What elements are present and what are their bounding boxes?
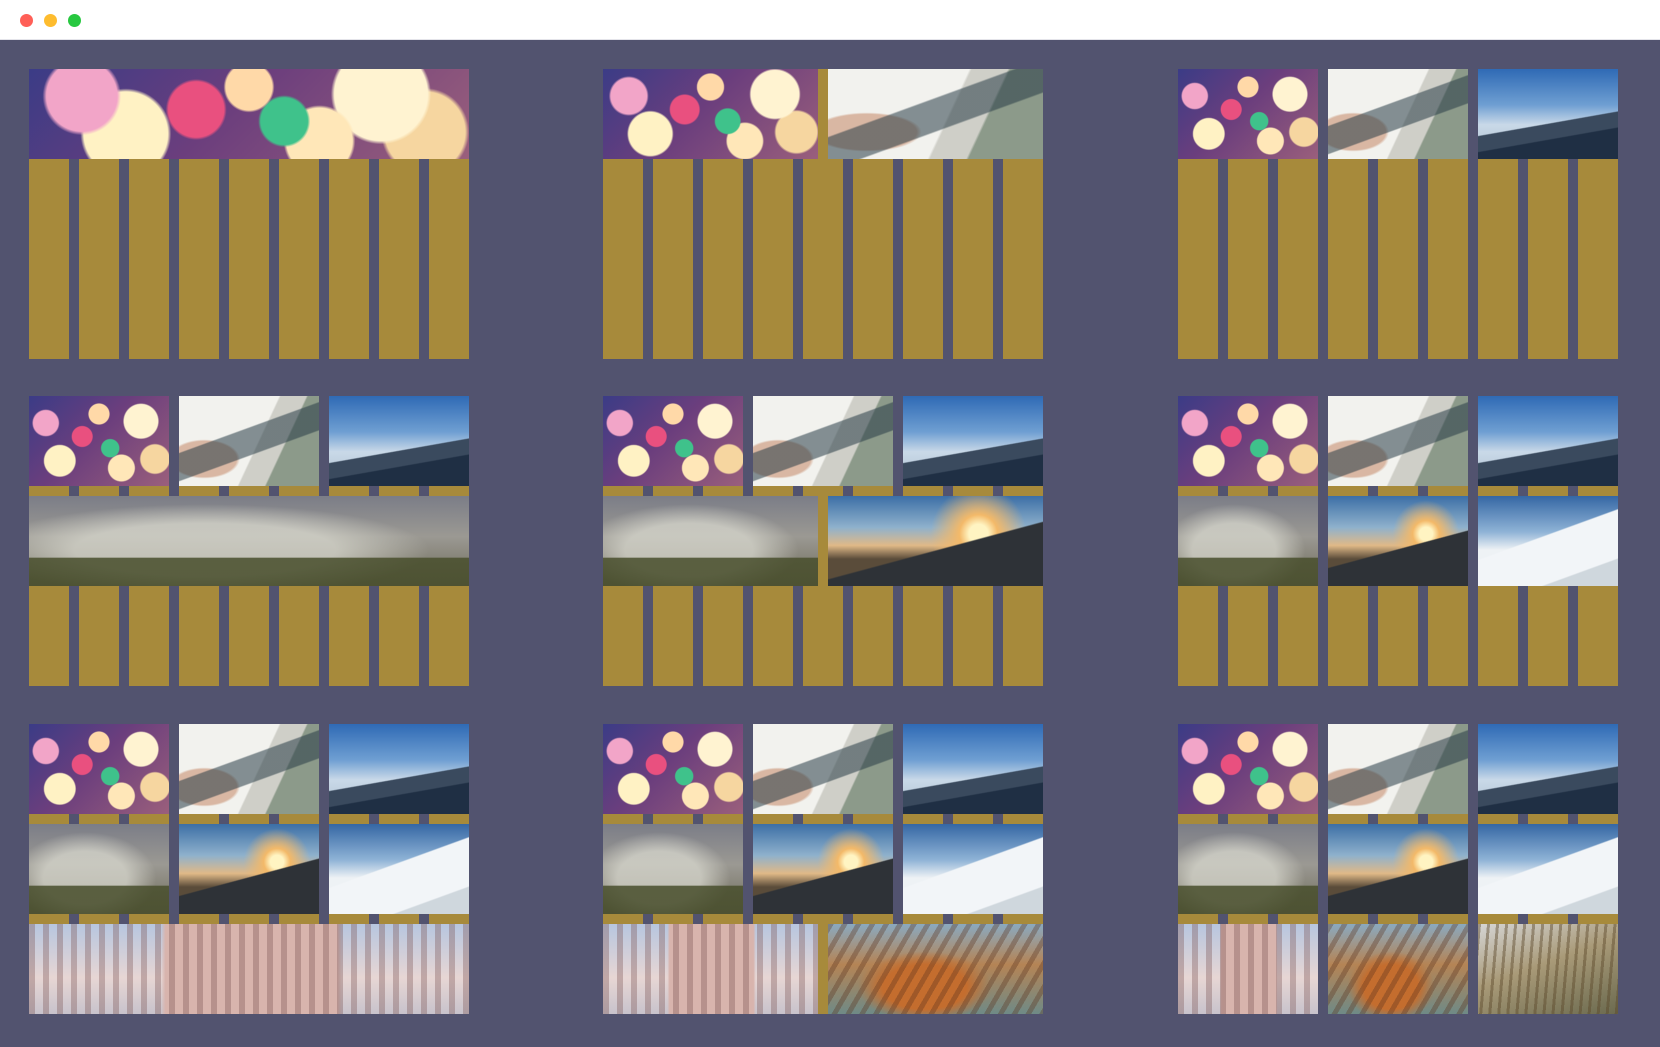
fog-photo-icon[interactable]: [1178, 824, 1318, 914]
window-titlebar: [0, 0, 1660, 40]
demo-panel: [29, 69, 469, 359]
mountain-photo-icon[interactable]: [329, 396, 469, 486]
car-photo-icon[interactable]: [753, 724, 893, 814]
boat-photo-icon[interactable]: [1328, 924, 1468, 1014]
boat-photo-icon[interactable]: [828, 924, 1043, 1014]
car-photo-icon[interactable]: [828, 69, 1043, 159]
bokeh-photo-icon[interactable]: [603, 396, 743, 486]
bokeh-photo-icon[interactable]: [29, 396, 169, 486]
demo-panel: [1178, 396, 1618, 686]
fog-photo-icon[interactable]: [1178, 496, 1318, 586]
road-photo-icon[interactable]: [828, 496, 1043, 586]
fog-photo-icon[interactable]: [29, 496, 469, 586]
gallery-demo-canvas: [0, 40, 1660, 1047]
bokeh-photo-icon[interactable]: [603, 724, 743, 814]
fog-photo-icon[interactable]: [603, 496, 818, 586]
bokeh-photo-icon[interactable]: [1178, 69, 1318, 159]
car-photo-icon[interactable]: [179, 724, 319, 814]
road-photo-icon[interactable]: [1328, 496, 1468, 586]
mountain-photo-icon[interactable]: [329, 724, 469, 814]
mountain-photo-icon[interactable]: [1478, 396, 1618, 486]
close-window-button[interactable]: [20, 14, 33, 27]
car-photo-icon[interactable]: [179, 396, 319, 486]
car-photo-icon[interactable]: [1328, 69, 1468, 159]
road-photo-icon[interactable]: [179, 824, 319, 914]
minimize-window-button[interactable]: [44, 14, 57, 27]
demo-panel: [29, 724, 469, 1014]
car-photo-icon[interactable]: [1328, 396, 1468, 486]
mountain-photo-icon[interactable]: [903, 724, 1043, 814]
bokeh-photo-icon[interactable]: [29, 69, 469, 159]
fog-photo-icon[interactable]: [603, 824, 743, 914]
mountain-photo-icon[interactable]: [1478, 724, 1618, 814]
maximize-window-button[interactable]: [68, 14, 81, 27]
forest-photo-icon[interactable]: [1478, 924, 1618, 1014]
snow-photo-icon[interactable]: [903, 824, 1043, 914]
road-photo-icon[interactable]: [753, 824, 893, 914]
mountain-photo-icon[interactable]: [1478, 69, 1618, 159]
tower-photo-icon[interactable]: [603, 924, 818, 1014]
mountain-photo-icon[interactable]: [903, 396, 1043, 486]
car-photo-icon[interactable]: [1328, 724, 1468, 814]
tower-photo-icon[interactable]: [29, 924, 469, 1014]
fog-photo-icon[interactable]: [29, 824, 169, 914]
bokeh-photo-icon[interactable]: [29, 724, 169, 814]
demo-panel: [603, 396, 1043, 686]
snow-photo-icon[interactable]: [1478, 496, 1618, 586]
demo-panel: [1178, 69, 1618, 359]
snow-photo-icon[interactable]: [329, 824, 469, 914]
car-photo-icon[interactable]: [753, 396, 893, 486]
road-photo-icon[interactable]: [1328, 824, 1468, 914]
snow-photo-icon[interactable]: [1478, 824, 1618, 914]
demo-panel: [603, 724, 1043, 1014]
demo-panel: [603, 69, 1043, 359]
demo-panel: [29, 396, 469, 686]
bokeh-photo-icon[interactable]: [603, 69, 818, 159]
bokeh-photo-icon[interactable]: [1178, 724, 1318, 814]
bokeh-photo-icon[interactable]: [1178, 396, 1318, 486]
tower-photo-icon[interactable]: [1178, 924, 1318, 1014]
demo-panel: [1178, 724, 1618, 1014]
